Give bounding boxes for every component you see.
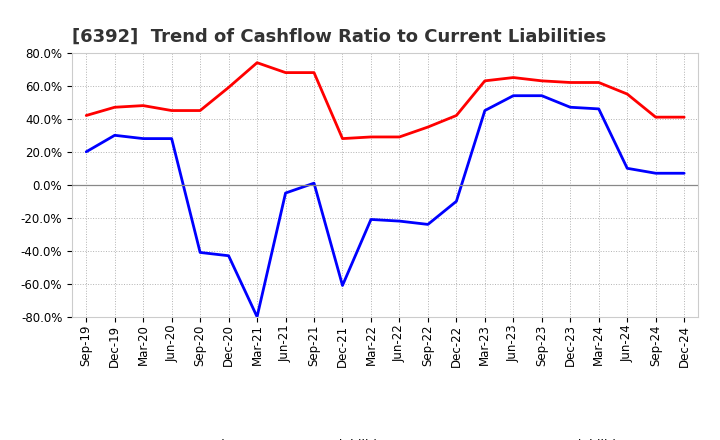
Free CF to Current Liabilities — [480, 108, 489, 113]
Operating CF to Current Liabilities — [366, 134, 375, 139]
Operating CF to Current Liabilities — [652, 114, 660, 120]
Operating CF to Current Liabilities — [680, 114, 688, 120]
Free CF to Current Liabilities — [595, 106, 603, 111]
Free CF to Current Liabilities — [310, 180, 318, 186]
Legend: Operating CF to Current Liabilities, Free CF to Current Liabilities: Operating CF to Current Liabilities, Fre… — [135, 434, 635, 440]
Free CF to Current Liabilities — [452, 198, 461, 204]
Operating CF to Current Liabilities — [423, 125, 432, 130]
Line: Free CF to Current Liabilities: Free CF to Current Liabilities — [86, 95, 684, 317]
Operating CF to Current Liabilities — [623, 92, 631, 97]
Operating CF to Current Liabilities — [566, 80, 575, 85]
Operating CF to Current Liabilities — [395, 134, 404, 139]
Operating CF to Current Liabilities — [253, 60, 261, 65]
Operating CF to Current Liabilities — [537, 78, 546, 84]
Free CF to Current Liabilities — [652, 171, 660, 176]
Operating CF to Current Liabilities — [167, 108, 176, 113]
Operating CF to Current Liabilities — [452, 113, 461, 118]
Free CF to Current Liabilities — [196, 250, 204, 255]
Operating CF to Current Liabilities — [310, 70, 318, 75]
Operating CF to Current Liabilities — [338, 136, 347, 141]
Free CF to Current Liabilities — [423, 222, 432, 227]
Free CF to Current Liabilities — [82, 149, 91, 154]
Text: [6392]  Trend of Cashflow Ratio to Current Liabilities: [6392] Trend of Cashflow Ratio to Curren… — [72, 28, 606, 46]
Line: Operating CF to Current Liabilities: Operating CF to Current Liabilities — [86, 62, 684, 139]
Free CF to Current Liabilities — [167, 136, 176, 141]
Operating CF to Current Liabilities — [196, 108, 204, 113]
Free CF to Current Liabilities — [253, 314, 261, 319]
Free CF to Current Liabilities — [366, 217, 375, 222]
Free CF to Current Liabilities — [225, 253, 233, 258]
Operating CF to Current Liabilities — [595, 80, 603, 85]
Operating CF to Current Liabilities — [110, 105, 119, 110]
Operating CF to Current Liabilities — [82, 113, 91, 118]
Operating CF to Current Liabilities — [139, 103, 148, 108]
Free CF to Current Liabilities — [110, 132, 119, 138]
Operating CF to Current Liabilities — [282, 70, 290, 75]
Free CF to Current Liabilities — [395, 218, 404, 224]
Free CF to Current Liabilities — [680, 171, 688, 176]
Operating CF to Current Liabilities — [225, 85, 233, 90]
Operating CF to Current Liabilities — [480, 78, 489, 84]
Free CF to Current Liabilities — [139, 136, 148, 141]
Free CF to Current Liabilities — [282, 191, 290, 196]
Free CF to Current Liabilities — [566, 105, 575, 110]
Operating CF to Current Liabilities — [509, 75, 518, 80]
Free CF to Current Liabilities — [537, 93, 546, 98]
Free CF to Current Liabilities — [623, 165, 631, 171]
Free CF to Current Liabilities — [338, 283, 347, 288]
Free CF to Current Liabilities — [509, 93, 518, 98]
